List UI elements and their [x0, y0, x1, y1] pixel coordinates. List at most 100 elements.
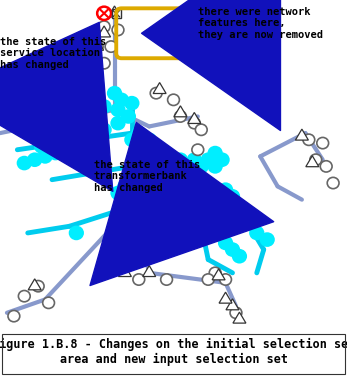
Circle shape [110, 103, 126, 117]
Circle shape [32, 280, 44, 292]
Polygon shape [212, 269, 225, 280]
Polygon shape [226, 299, 239, 310]
Circle shape [110, 186, 126, 200]
Circle shape [96, 123, 112, 137]
Circle shape [131, 172, 146, 187]
Circle shape [37, 149, 53, 164]
Text: the state of this
service location
has changed: the state of this service location has c… [0, 36, 106, 70]
Circle shape [124, 96, 139, 111]
Circle shape [88, 54, 100, 65]
Circle shape [208, 159, 223, 174]
Circle shape [220, 274, 231, 285]
Circle shape [249, 226, 264, 240]
Circle shape [114, 92, 129, 107]
Circle shape [192, 144, 204, 155]
Text: there were network
features here,
they are now removed: there were network features here, they a… [198, 7, 323, 40]
Polygon shape [91, 39, 104, 50]
Polygon shape [174, 106, 187, 117]
Bar [112, 9, 121, 18]
Circle shape [214, 152, 230, 167]
Polygon shape [98, 26, 111, 37]
Polygon shape [219, 292, 232, 303]
Circle shape [18, 291, 30, 302]
Circle shape [218, 236, 233, 250]
Circle shape [320, 161, 332, 172]
Circle shape [166, 159, 181, 174]
Circle shape [69, 226, 84, 240]
Circle shape [327, 177, 339, 189]
Circle shape [124, 132, 139, 147]
Circle shape [232, 249, 247, 264]
Circle shape [98, 21, 110, 32]
Circle shape [230, 307, 242, 318]
Circle shape [112, 24, 124, 36]
Circle shape [187, 152, 202, 167]
Circle shape [98, 58, 110, 69]
Polygon shape [188, 112, 201, 123]
Polygon shape [143, 265, 156, 276]
Circle shape [159, 152, 174, 167]
Circle shape [209, 267, 221, 279]
Polygon shape [28, 279, 41, 290]
Circle shape [188, 117, 200, 129]
Polygon shape [153, 82, 166, 94]
Circle shape [149, 146, 164, 161]
Circle shape [194, 159, 209, 174]
Circle shape [34, 139, 49, 154]
Circle shape [48, 139, 63, 154]
Circle shape [218, 182, 233, 197]
Circle shape [88, 74, 100, 85]
Circle shape [117, 179, 133, 194]
Circle shape [124, 166, 139, 180]
Circle shape [152, 172, 167, 187]
Circle shape [97, 7, 111, 20]
Circle shape [86, 129, 101, 144]
Circle shape [155, 159, 171, 174]
Circle shape [105, 41, 117, 52]
Circle shape [201, 152, 216, 167]
Circle shape [173, 152, 188, 167]
Circle shape [27, 152, 42, 167]
Circle shape [202, 274, 214, 285]
Circle shape [208, 146, 223, 161]
Circle shape [149, 139, 164, 154]
Circle shape [317, 138, 329, 149]
Circle shape [218, 199, 233, 214]
Circle shape [17, 156, 32, 170]
Circle shape [133, 274, 145, 285]
Circle shape [8, 311, 20, 322]
Circle shape [161, 274, 172, 285]
Circle shape [225, 189, 240, 204]
Circle shape [260, 232, 275, 247]
Circle shape [62, 143, 77, 157]
Circle shape [142, 239, 157, 253]
Circle shape [43, 297, 54, 308]
Circle shape [175, 111, 186, 122]
Circle shape [48, 146, 63, 161]
Circle shape [110, 116, 126, 130]
Circle shape [96, 99, 112, 114]
Circle shape [225, 242, 240, 257]
Polygon shape [295, 129, 308, 140]
Circle shape [131, 126, 146, 140]
Circle shape [150, 88, 162, 99]
Circle shape [180, 159, 195, 174]
Polygon shape [306, 156, 319, 167]
Text: the state of this
transformerbank
has changed: the state of this transformerbank has ch… [94, 160, 200, 193]
Polygon shape [233, 312, 246, 323]
Circle shape [138, 146, 153, 161]
Polygon shape [118, 265, 132, 276]
Circle shape [168, 94, 179, 106]
Circle shape [76, 136, 91, 150]
Circle shape [91, 41, 103, 52]
Circle shape [138, 179, 153, 194]
Circle shape [131, 139, 146, 154]
Circle shape [145, 166, 160, 180]
Circle shape [121, 109, 136, 124]
Text: Figure 1.B.8 - Changes on the initial selection set
area and new input selection: Figure 1.B.8 - Changes on the initial se… [0, 338, 347, 366]
Circle shape [142, 132, 157, 147]
Circle shape [310, 154, 322, 165]
Polygon shape [108, 6, 121, 17]
Circle shape [303, 134, 315, 146]
Circle shape [195, 124, 207, 135]
